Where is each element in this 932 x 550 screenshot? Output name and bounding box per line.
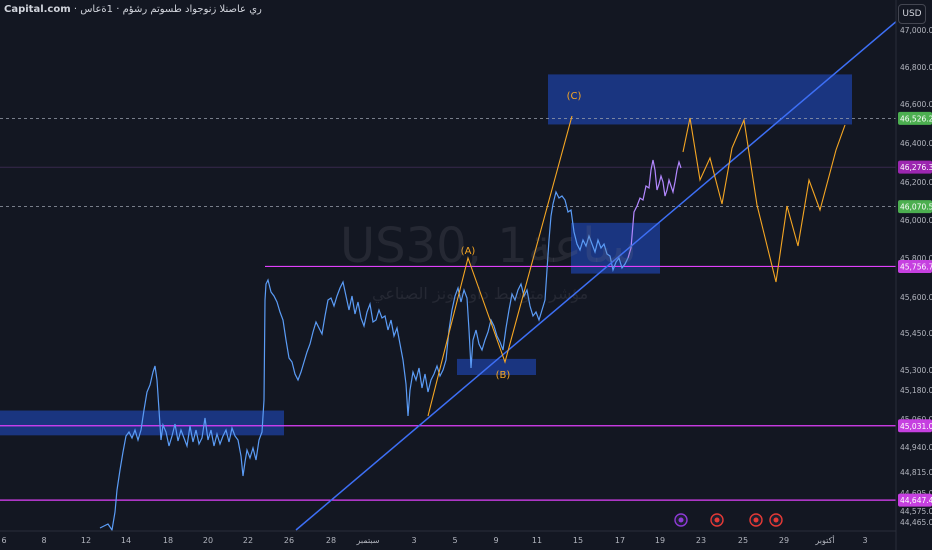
y-tick-label: 45,800.0 (900, 254, 932, 263)
wave-label: (B) (496, 370, 511, 381)
x-tick-label: سبتمبر (356, 536, 380, 545)
instrument-subtitle: · ري عاصنلا زنوجواد طسوتم رشؤم · 1ةعاس (73, 4, 262, 15)
x-tick-label: 25 (738, 536, 748, 545)
y-tick-label: 45,600.0 (900, 293, 932, 302)
broker-name: Capital.com (4, 4, 71, 15)
x-tick-label: 12 (81, 536, 91, 545)
y-tick-label: 46,800.0 (900, 63, 932, 72)
x-tick-label: 22 (243, 536, 253, 545)
price-level-tag (898, 259, 932, 273)
y-tick-label: 44,695.0 (900, 489, 932, 498)
instrument-name-watermark: مؤشر متوسط داو جونز الصناعي (372, 284, 589, 303)
y-tick-label: 44,465.0 (900, 518, 932, 527)
price-level-tag (898, 200, 932, 214)
y-tick-label: 44,575.0 (900, 507, 932, 516)
x-tick-label: 28 (326, 536, 336, 545)
price-series (99, 190, 629, 532)
price-level-tag-label: 46,070.5 (900, 203, 932, 212)
y-tick-label: 47,000.0 (900, 26, 932, 35)
support-zone-mid (571, 222, 660, 274)
event-icon-dot (753, 517, 759, 523)
event-icon-dot (773, 517, 779, 523)
y-tick-label: 46,400.0 (900, 139, 932, 148)
y-tick-label: 46,600.0 (900, 100, 932, 109)
price-level-tag-label: 45,756.7 (900, 262, 932, 271)
x-tick-label: 11 (532, 536, 542, 545)
x-tick-label: 20 (203, 536, 213, 545)
chart-header: Capital.com · ري عاصنلا زنوجواد طسوتم رش… (4, 4, 262, 15)
target-zone-c (548, 74, 852, 125)
y-tick-label: 46,000.0 (900, 216, 932, 225)
x-tick-label: 6 (1, 536, 6, 545)
x-tick-label: 9 (493, 536, 498, 545)
y-tick-label: 45,450.0 (900, 329, 932, 338)
y-tick-label: 44,815.0 (900, 468, 932, 477)
wave-label: (A) (461, 246, 476, 257)
event-icon-dot (714, 517, 720, 523)
x-tick-label: 3 (862, 536, 867, 545)
price-level-tag-label: 44,647.4 (900, 496, 932, 505)
x-tick-label: 17 (615, 536, 625, 545)
y-tick-label: 45,300.0 (900, 366, 932, 375)
ascending-trendline (295, 19, 899, 531)
price-level-tag-label: 45,031.0 (900, 422, 932, 431)
y-tick-label: 46,200.0 (900, 178, 932, 187)
price-level-tag (898, 160, 932, 174)
x-tick-label: 5 (452, 536, 457, 545)
x-tick-label: 14 (121, 536, 131, 545)
price-level-tag (898, 419, 932, 433)
x-tick-label: 18 (163, 536, 173, 545)
x-tick-label: 3 (411, 536, 416, 545)
x-tick-label: 29 (779, 536, 789, 545)
abc-wave-line (427, 115, 573, 417)
demand-zone-b (457, 358, 536, 375)
x-tick-label: 19 (655, 536, 665, 545)
y-axis-panel (896, 0, 932, 550)
event-icon-dot (678, 517, 684, 523)
y-tick-label: 45,180.0 (900, 386, 932, 395)
price-level-tag (898, 111, 932, 125)
projection-wave-line (682, 117, 846, 283)
wave-label: (C) (567, 91, 582, 102)
x-tick-label: 15 (573, 536, 583, 545)
x-tick-label: أكتوبر (814, 535, 834, 545)
price-level-tag-label: 46,526.2 (900, 114, 932, 123)
y-tick-label: 44,940.0 (900, 443, 932, 452)
price-level-tag (898, 493, 932, 507)
x-tick-label: 8 (41, 536, 46, 545)
x-tick-label: 26 (284, 536, 294, 545)
x-tick-label: 23 (696, 536, 706, 545)
price-level-tag-label: 46,276.3 (900, 163, 932, 172)
currency-button[interactable]: USD (898, 4, 926, 24)
price-series-recent (627, 159, 682, 259)
